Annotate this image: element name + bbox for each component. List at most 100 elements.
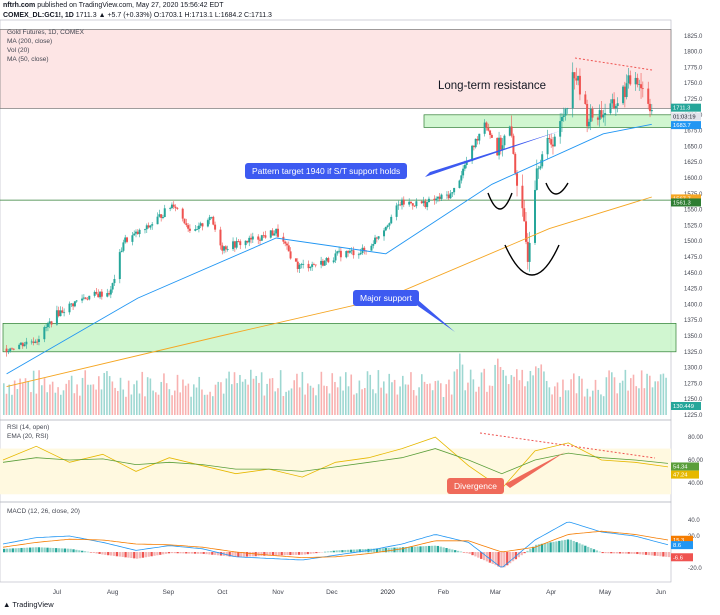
- left-shoulder-arc: [487, 192, 513, 210]
- candle: [59, 310, 62, 317]
- macd-histogram-bar: [318, 552, 321, 553]
- macd-histogram-bar: [170, 552, 173, 554]
- macd-histogram-bar: [549, 542, 552, 553]
- price-tick-label: 1800.0: [684, 50, 703, 56]
- volume-bar: [98, 376, 100, 415]
- volume-bar: [89, 384, 92, 415]
- volume-bar: [5, 393, 8, 415]
- macd-histogram-bar: [639, 552, 642, 555]
- candle: [61, 310, 64, 313]
- candle: [88, 295, 91, 300]
- volume-bar: [624, 369, 627, 415]
- candle: [374, 237, 377, 244]
- volume-bar: [307, 383, 309, 415]
- candle: [298, 264, 301, 269]
- volume-bar: [198, 376, 201, 415]
- candle: [21, 342, 24, 347]
- volume-bar: [108, 376, 111, 415]
- macd-histogram-bar: [40, 547, 43, 553]
- volume-bar: [149, 378, 152, 415]
- macd-histogram-bar: [248, 552, 252, 557]
- date-axis-label: Sep: [163, 589, 175, 596]
- rsi-band: [0, 448, 671, 495]
- price-tag-bg: [671, 194, 701, 203]
- macd-histogram-bar: [410, 546, 413, 553]
- volume-bar: [526, 381, 529, 415]
- volume-bar: [513, 376, 515, 415]
- macd-histogram-bar: [355, 549, 359, 553]
- candle: [81, 298, 84, 301]
- macd-histogram-bar: [72, 549, 75, 553]
- candle: [145, 225, 148, 230]
- candle: [409, 201, 412, 204]
- volume-bar: [247, 384, 249, 415]
- candle: [314, 264, 317, 266]
- volume-bar: [312, 387, 315, 415]
- quote-line: 1711.3 ▲ +5.7 (+0.33%) O:1703.1 H:1713.1…: [75, 12, 272, 19]
- candle: [636, 77, 639, 85]
- candle: [250, 237, 253, 240]
- price-tag: 1711.3: [673, 106, 690, 112]
- macd-histogram-bar: [581, 544, 584, 553]
- date-axis-label: Nov: [272, 589, 284, 596]
- candle: [564, 108, 567, 116]
- countdown-tag: 01:03:19: [673, 115, 696, 121]
- volume-bar: [345, 372, 347, 415]
- macd-histogram-bar: [349, 549, 353, 553]
- candle: [244, 240, 247, 246]
- candle: [560, 117, 563, 122]
- macd-histogram-bar: [231, 552, 234, 557]
- volume-bar: [217, 381, 220, 415]
- volume-bar: [434, 381, 437, 415]
- macd-histogram-bar: [459, 551, 463, 553]
- volume-bar: [518, 380, 521, 415]
- candle: [260, 235, 263, 241]
- volume-bar: [266, 383, 268, 415]
- macd-histogram-bar: [381, 548, 385, 553]
- candle: [70, 303, 73, 305]
- volume-bar: [537, 368, 540, 415]
- macd-histogram-bar: [185, 552, 188, 554]
- macd-tag: 8.6: [673, 543, 681, 549]
- macd-histogram-bar: [127, 552, 130, 558]
- macd-histogram-bar: [107, 552, 110, 556]
- macd-histogram-bar: [589, 548, 593, 553]
- macd-histogram-bar: [312, 552, 315, 554]
- volume-bar: [43, 378, 46, 415]
- macd-histogram-bar: [95, 552, 98, 554]
- volume-bar: [309, 385, 312, 415]
- tradingview-brand[interactable]: ▲ TradingView: [3, 600, 54, 609]
- volume-bar: [160, 381, 163, 415]
- candle: [499, 137, 502, 150]
- volume-bar: [483, 368, 486, 415]
- macd-histogram-bar: [216, 552, 220, 556]
- macd-tag: 15.3: [673, 538, 684, 544]
- candle: [338, 250, 341, 252]
- candle: [501, 145, 504, 150]
- volume-bar: [380, 387, 382, 415]
- volume-bar: [467, 382, 469, 415]
- price-tag: 1561.3: [673, 200, 691, 206]
- volume-bar: [228, 371, 230, 415]
- volume-bar: [255, 375, 258, 415]
- candle: [602, 114, 605, 118]
- macd-tick-label: 20.0: [688, 534, 700, 540]
- macd-histogram-bar: [607, 552, 610, 554]
- candle: [573, 72, 576, 79]
- symbol-line: COMEX_DL:GC1!, 1D: [3, 12, 74, 19]
- volume-bar: [144, 396, 146, 415]
- candle: [611, 99, 614, 104]
- macd-histogram-bar: [34, 547, 38, 553]
- candle: [72, 303, 75, 307]
- candle: [435, 198, 438, 201]
- candle: [264, 235, 267, 238]
- volume-bar: [578, 376, 581, 415]
- date-axis-label: Dec: [326, 589, 338, 596]
- candle: [273, 233, 276, 236]
- volume-bar: [548, 387, 551, 415]
- candle: [451, 192, 454, 194]
- volume-bar: [651, 387, 654, 415]
- volume-bar: [355, 393, 358, 415]
- candle: [357, 254, 360, 256]
